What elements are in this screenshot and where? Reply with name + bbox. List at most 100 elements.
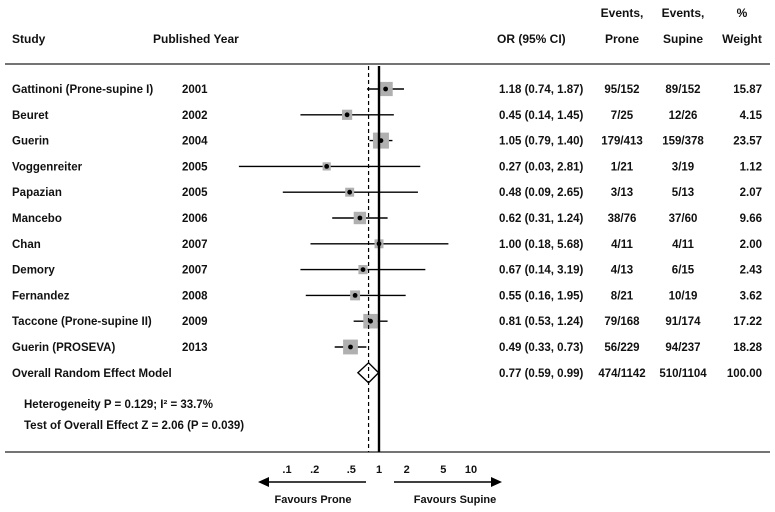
study-or-ci: 0.27 (0.03, 2.81) bbox=[499, 161, 584, 173]
header-events-supine-line2: Supine bbox=[663, 32, 703, 46]
study-or-ci: 1.00 (0.18, 5.68) bbox=[499, 239, 584, 251]
study-events-prone: 38/76 bbox=[608, 213, 637, 225]
overall-or-ci: 0.77 (0.59, 0.99) bbox=[499, 368, 584, 380]
study-events-supine: 37/60 bbox=[669, 213, 698, 225]
study-weight: 2.00 bbox=[740, 239, 762, 251]
study-year: 2008 bbox=[182, 290, 208, 302]
study-or-ci: 0.81 (0.53, 1.24) bbox=[499, 316, 584, 328]
favours-prone-arrowhead bbox=[258, 477, 269, 487]
study-name: Mancebo bbox=[12, 213, 62, 225]
study-events-prone: 1/21 bbox=[611, 161, 634, 173]
point-estimate bbox=[348, 344, 353, 350]
study-or-ci: 0.49 (0.33, 0.73) bbox=[499, 342, 584, 354]
study-events-prone: 4/13 bbox=[611, 265, 633, 277]
header-study: Study bbox=[12, 32, 46, 46]
point-estimate bbox=[352, 293, 358, 298]
study-weight: 2.43 bbox=[740, 265, 762, 277]
study-weight: 18.28 bbox=[733, 342, 762, 354]
study-weight: 15.87 bbox=[733, 84, 762, 96]
study-events-prone: 7/25 bbox=[611, 110, 634, 122]
overall-label: Overall Random Effect Model bbox=[12, 368, 172, 380]
study-events-supine: 91/174 bbox=[665, 316, 701, 328]
study-year: 2005 bbox=[182, 161, 208, 173]
header-events-prone-line1: Events, bbox=[601, 6, 644, 20]
study-year: 2004 bbox=[182, 136, 208, 148]
study-events-supine: 10/19 bbox=[669, 290, 698, 302]
overall-test-text: Test of Overall Effect Z = 2.06 (P = 0.0… bbox=[24, 420, 244, 432]
header-year: Published Year bbox=[153, 32, 239, 46]
study-or-ci: 0.67 (0.14, 3.19) bbox=[499, 265, 584, 277]
study-name: Chan bbox=[12, 239, 41, 251]
study-weight: 9.66 bbox=[740, 213, 762, 225]
point-estimate bbox=[360, 267, 366, 272]
study-name: Guerin bbox=[12, 136, 49, 148]
study-weight: 17.22 bbox=[733, 316, 762, 328]
study-events-supine: 94/237 bbox=[665, 342, 700, 354]
axis-tick-label: 2 bbox=[404, 464, 410, 476]
study-weight: 3.62 bbox=[740, 290, 762, 302]
study-name: Fernandez bbox=[12, 290, 70, 302]
study-or-ci: 1.05 (0.79, 1.40) bbox=[499, 136, 584, 148]
point-estimate bbox=[383, 86, 389, 92]
point-estimate bbox=[368, 318, 373, 324]
point-estimate bbox=[347, 189, 353, 195]
plot-area: .1 .2 .5 1 2 5 10 Favours Prone Favours Supine bbox=[238, 66, 502, 506]
study-rows: Gattinoni (Prone-supine I) 2001 1.18 (0.74… bbox=[12, 84, 763, 380]
header-row: Study Published Year OR (95% CI) Events,… bbox=[12, 6, 762, 46]
favours-supine-label: Favours Supine bbox=[414, 494, 497, 506]
study-events-prone: 4/11 bbox=[611, 239, 633, 251]
study-year: 2005 bbox=[182, 187, 208, 199]
study-year: 2007 bbox=[182, 239, 208, 251]
study-year: 2006 bbox=[182, 213, 208, 225]
study-events-prone: 8/21 bbox=[611, 290, 634, 302]
study-name: Guerin (PROSEVA) bbox=[12, 342, 115, 354]
axis-tick-label: .5 bbox=[347, 464, 356, 476]
study-events-supine: 89/152 bbox=[665, 84, 700, 96]
axis-tick-label: 5 bbox=[440, 464, 446, 476]
header-or: OR (95% CI) bbox=[497, 32, 566, 46]
header-weight-line1: % bbox=[737, 6, 748, 20]
header-events-prone-line2: Prone bbox=[605, 32, 639, 46]
favours-prone-label: Favours Prone bbox=[274, 494, 351, 506]
study-or-ci: 0.45 (0.14, 1.45) bbox=[499, 110, 584, 122]
study-events-prone: 56/229 bbox=[604, 342, 639, 354]
study-events-prone: 95/152 bbox=[604, 84, 639, 96]
point-estimate bbox=[344, 112, 350, 118]
overall-events-supine: 510/1104 bbox=[659, 368, 707, 380]
overall-diamond bbox=[356, 361, 380, 384]
study-events-prone: 179/413 bbox=[601, 136, 643, 148]
study-year: 2007 bbox=[182, 265, 208, 277]
study-year: 2009 bbox=[182, 316, 208, 328]
point-estimate bbox=[357, 215, 363, 221]
favours-supine-arrowhead bbox=[491, 477, 502, 487]
axis-tick-label: .2 bbox=[310, 464, 319, 476]
study-events-supine: 4/11 bbox=[672, 239, 694, 251]
study-events-supine: 6/15 bbox=[672, 265, 695, 277]
study-events-supine: 3/19 bbox=[672, 161, 694, 173]
axis-tick-label: 10 bbox=[465, 464, 477, 476]
study-events-prone: 3/13 bbox=[611, 187, 633, 199]
axis-tick-label: .1 bbox=[282, 464, 291, 476]
study-weight: 4.15 bbox=[740, 110, 763, 122]
axis-tick-label: 1 bbox=[376, 464, 382, 476]
study-events-supine: 5/13 bbox=[672, 187, 694, 199]
study-or-ci: 1.18 (0.74, 1.87) bbox=[499, 84, 584, 96]
point-estimate bbox=[324, 164, 330, 169]
study-name: Beuret bbox=[12, 110, 49, 122]
study-weight: 1.12 bbox=[740, 161, 762, 173]
header-weight-line2: Weight bbox=[722, 32, 762, 46]
study-name: Taccone (Prone-supine II) bbox=[12, 316, 152, 328]
study-year: 2002 bbox=[182, 110, 208, 122]
study-name: Papazian bbox=[12, 187, 62, 199]
study-events-prone: 79/168 bbox=[604, 316, 640, 328]
study-events-supine: 12/26 bbox=[669, 110, 698, 122]
study-events-supine: 159/378 bbox=[662, 136, 704, 148]
study-name: Gattinoni (Prone-supine I) bbox=[12, 84, 153, 96]
overall-events-prone: 474/1142 bbox=[598, 368, 645, 380]
overall-weight: 100.00 bbox=[727, 368, 762, 380]
heterogeneity-text: Heterogeneity P = 0.129; I² = 33.7% bbox=[24, 399, 213, 411]
study-year: 2001 bbox=[182, 84, 208, 96]
study-or-ci: 0.48 (0.09, 2.65) bbox=[499, 187, 584, 199]
study-or-ci: 0.62 (0.31, 1.24) bbox=[499, 213, 584, 225]
